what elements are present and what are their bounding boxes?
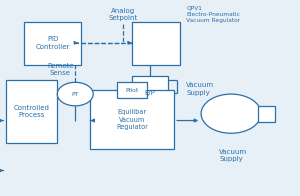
Bar: [90, 90, 174, 149]
Text: Equilibar
Vacuum
Regulator: Equilibar Vacuum Regulator: [116, 109, 148, 130]
Bar: [24, 22, 81, 65]
Text: PID
Controller: PID Controller: [36, 36, 70, 50]
Text: Vacuum
Supply: Vacuum Supply: [219, 149, 247, 162]
Text: Pilot: Pilot: [125, 88, 139, 93]
Text: E/P: E/P: [145, 90, 156, 96]
Text: PT: PT: [71, 92, 79, 97]
Bar: [258, 106, 274, 122]
Circle shape: [201, 94, 261, 133]
Bar: [6, 80, 57, 143]
Bar: [117, 82, 147, 98]
Text: QPV1
Electro-Pneumatic
Vacuum Regulator: QPV1 Electro-Pneumatic Vacuum Regulator: [186, 6, 240, 23]
Bar: [132, 76, 168, 110]
Text: Analog
Setpoint: Analog Setpoint: [109, 8, 138, 21]
Text: Remote
Sense: Remote Sense: [47, 63, 74, 76]
Circle shape: [57, 82, 93, 106]
Text: Controlled
Process: Controlled Process: [14, 105, 50, 118]
Text: Vacuum
Supply: Vacuum Supply: [186, 82, 214, 96]
Bar: [132, 22, 180, 65]
